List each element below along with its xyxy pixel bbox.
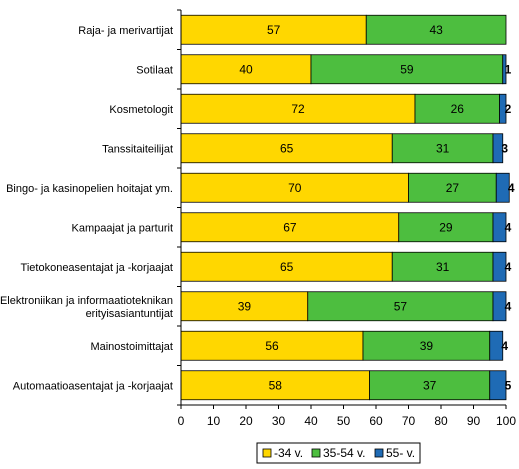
data-label: 56 (265, 339, 279, 353)
legend-swatch (374, 448, 384, 458)
bar-segment (310, 54, 504, 85)
data-label: 39 (238, 299, 252, 313)
x-tick-label: 0 (178, 414, 185, 428)
bar-segment (398, 212, 494, 243)
category-label: Mainostoimittajat (90, 341, 173, 353)
data-label: 40 (239, 62, 253, 76)
category-label: Kosmetologit (109, 104, 173, 116)
data-label: 4 (505, 260, 512, 274)
category-label: Tietokoneasentajat ja -korjaajat (21, 262, 173, 274)
data-label: 2 (505, 102, 512, 116)
bar-segment (489, 370, 507, 401)
bar-segment (502, 54, 507, 85)
bar-segment (391, 133, 494, 164)
x-tick-label: 40 (304, 414, 318, 428)
bar-segment (499, 93, 507, 124)
data-label: 58 (269, 378, 283, 392)
data-label: 4 (505, 220, 512, 234)
bar-segment (495, 172, 510, 203)
legend-label: 55- v. (386, 446, 415, 460)
bar-segment (307, 291, 494, 322)
bar-segment (180, 291, 309, 322)
x-tick-label: 30 (272, 414, 286, 428)
category-label: Bingo- ja kasinopelien hoitajat ym. (6, 183, 173, 195)
data-label: 67 (283, 220, 297, 234)
data-label: 4 (501, 339, 508, 353)
data-label: 31 (436, 260, 450, 274)
data-label: 70 (288, 181, 302, 195)
category-label: Raja- ja merivartijat (78, 25, 173, 37)
bars-layer: 57 43 40 59 1 72 26 2 65 31 3 70 27 4 67 29 4 65 31 4 39 57 4 5… (180, 14, 515, 401)
x-tick-label: 20 (239, 414, 253, 428)
legend-box (256, 442, 421, 464)
category-label: Sotilaat (136, 64, 173, 76)
bar-segment (365, 14, 507, 45)
data-label: 65 (280, 141, 294, 155)
bar-segment (391, 251, 494, 282)
legend: -34 v. 35-54 v. 55- v. (256, 442, 421, 464)
data-label: 59 (400, 62, 414, 76)
bar-segment (180, 330, 364, 361)
data-label: 1 (505, 62, 512, 76)
x-tick-label: 70 (402, 414, 416, 428)
bar-segment (492, 133, 504, 164)
data-label: 72 (291, 102, 305, 116)
x-axis: 0 10 20 30 40 50 60 70 80 90 100 (177, 9, 516, 428)
bar-segment (180, 93, 416, 124)
category-label: Elektroniikan ja informaatioteknikan erit… (0, 295, 173, 320)
data-label: 5 (505, 378, 512, 392)
data-label: 4 (505, 299, 512, 313)
data-label: 39 (420, 339, 434, 353)
data-label: 57 (394, 299, 408, 313)
data-label: 31 (436, 141, 450, 155)
bar-segment (489, 330, 504, 361)
category-label: Tanssitaiteilijat (102, 143, 173, 155)
category-label: Kampaajat ja parturit (72, 222, 174, 234)
data-label: 26 (451, 102, 465, 116)
bar-segment (180, 54, 312, 85)
category-label: Automaatioasentajat ja -korjaajat (13, 380, 173, 392)
legend-label: -34 v. (274, 446, 303, 460)
data-label: 27 (446, 181, 460, 195)
bar-segment (492, 291, 507, 322)
x-tick-label: 10 (207, 414, 221, 428)
legend-swatch (311, 448, 321, 458)
bar-segment (180, 14, 367, 45)
bar-segment (492, 251, 507, 282)
x-tick-label: 100 (496, 414, 516, 428)
bar-segment (180, 133, 393, 164)
data-label: 43 (429, 23, 443, 37)
bar-segment (414, 93, 500, 124)
x-tick-label: 80 (434, 414, 448, 428)
bar-segment (180, 172, 409, 203)
data-label: 3 (501, 141, 508, 155)
data-label: 37 (423, 378, 437, 392)
legend-label: 35-54 v. (323, 446, 365, 460)
x-tick-label: 50 (337, 414, 351, 428)
data-label: 57 (267, 23, 281, 37)
legend-swatch (262, 448, 272, 458)
category-labels: Raja- ja merivartijat Sotilaat Kosmetologi… (0, 25, 173, 393)
data-label: 29 (439, 220, 453, 234)
bar-segment (362, 330, 491, 361)
x-tick-label: 90 (467, 414, 481, 428)
bar-segment (369, 370, 491, 401)
x-tick-label: 60 (369, 414, 383, 428)
data-label: 65 (280, 260, 294, 274)
bar-segment (180, 212, 400, 243)
bar-segment (180, 251, 393, 282)
data-label: 4 (508, 181, 515, 195)
bar-segment (180, 370, 370, 401)
bar-segment (492, 212, 507, 243)
